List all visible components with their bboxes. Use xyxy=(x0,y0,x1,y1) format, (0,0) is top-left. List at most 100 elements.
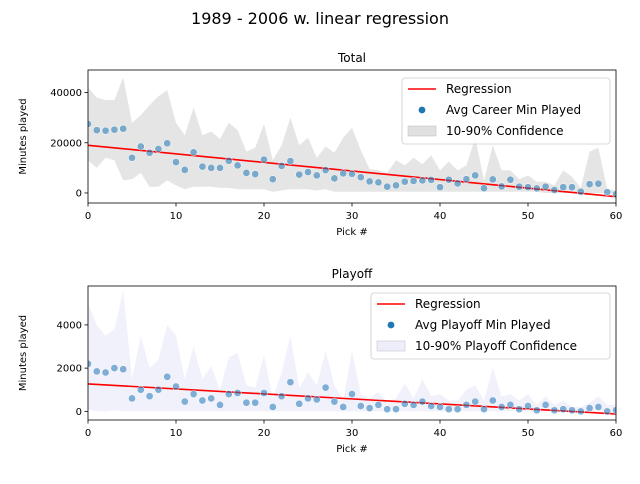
playoff-legend-band-swatch xyxy=(376,340,406,352)
total-data-point xyxy=(321,166,330,174)
playoff-data-point xyxy=(260,389,268,397)
total-data-point xyxy=(136,142,145,151)
playoff-data-point xyxy=(576,407,585,416)
total-y-axis-label: Minutes played xyxy=(18,98,29,174)
total-x-tick-label: 30 xyxy=(346,211,359,222)
total-data-point xyxy=(559,183,568,192)
playoff-data-point xyxy=(198,396,207,405)
playoff-data-point xyxy=(550,406,559,415)
playoff-x-tick-label: 40 xyxy=(434,428,447,439)
playoff-data-point xyxy=(163,372,172,381)
total-data-point xyxy=(268,175,277,184)
total-data-point xyxy=(216,164,224,172)
playoff-data-point xyxy=(515,405,524,414)
playoff-data-point xyxy=(541,401,550,409)
total-plot-area xyxy=(88,77,616,199)
playoff-data-point xyxy=(128,394,136,403)
playoff-chart-title: Playoff xyxy=(332,267,373,281)
total-data-point xyxy=(198,162,207,171)
total-legend-band-label: 10-90% Confidence xyxy=(446,124,564,138)
total-data-point xyxy=(233,161,242,170)
total-data-point xyxy=(612,190,616,199)
playoff-data-point xyxy=(251,398,260,407)
playoff-confidence-band xyxy=(88,290,616,412)
playoff-legend-points-label: Avg Playoff Min Played xyxy=(415,318,551,332)
playoff-chart-panel: 0 10 20 30 40 50 60 0 2000 4000 Playoff Pick # Minut… xyxy=(18,267,622,455)
total-data-point xyxy=(251,170,260,178)
playoff-data-point xyxy=(436,403,444,411)
total-data-point xyxy=(576,187,585,196)
playoff-y-tick-label: 2000 xyxy=(57,364,82,375)
playoff-data-point xyxy=(348,390,356,398)
total-data-point xyxy=(436,183,444,192)
total-data-point xyxy=(418,176,427,185)
playoff-data-point xyxy=(568,406,576,415)
playoff-data-point xyxy=(488,396,497,405)
total-x-tick-label: 0 xyxy=(85,211,91,222)
total-data-point xyxy=(128,153,136,162)
playoff-data-point xyxy=(383,405,392,414)
total-legend: Regression Avg Career Min Played 10-90% Co… xyxy=(401,77,611,145)
total-legend-box xyxy=(401,77,611,145)
total-data-point xyxy=(568,183,576,192)
total-x-tick-label: 10 xyxy=(170,211,183,222)
total-data-point xyxy=(585,180,594,189)
total-data-point xyxy=(409,177,418,185)
total-x-axis-label: Pick # xyxy=(336,227,367,238)
playoff-data-point xyxy=(594,403,603,411)
total-chart-panel: 0 10 20 30 40 50 60 0 20000 40000 Total Pick # Minut… xyxy=(18,51,622,238)
playoff-data-point xyxy=(480,405,488,414)
playoff-data-point xyxy=(444,405,453,414)
total-x-tick-label: 40 xyxy=(434,211,447,222)
total-data-point xyxy=(286,157,295,165)
total-data-point xyxy=(207,164,216,172)
playoff-data-point xyxy=(497,403,506,411)
total-data-point xyxy=(154,145,163,153)
total-data-point xyxy=(383,182,392,191)
playoff-data-point xyxy=(277,392,286,401)
playoff-data-point xyxy=(374,401,383,409)
figure-title: 1989 - 2006 w. linear regression xyxy=(191,9,449,28)
total-data-point xyxy=(462,175,471,184)
playoff-data-point xyxy=(233,389,242,397)
playoff-y-tick-label: 0 xyxy=(76,407,82,418)
total-x-tick-label: 50 xyxy=(522,211,535,222)
total-data-point xyxy=(145,148,154,157)
total-legend-regression-label: Regression xyxy=(446,82,512,96)
total-chart-title: Total xyxy=(337,51,366,65)
playoff-data-point xyxy=(418,397,427,406)
playoff-legend-band-label: 10-90% Playoff Confidence xyxy=(415,339,577,353)
playoff-data-point xyxy=(101,368,110,377)
playoff-data-point xyxy=(295,399,304,408)
playoff-y-axis-label: Minutes played xyxy=(18,315,29,391)
playoff-x-tick-label: 0 xyxy=(85,428,91,439)
playoff-data-point xyxy=(216,401,224,409)
total-data-point xyxy=(541,182,550,191)
playoff-data-point xyxy=(304,394,312,403)
playoff-data-point xyxy=(110,364,119,372)
playoff-y-tick-label: 4000 xyxy=(57,321,82,332)
playoff-x-tick-label: 20 xyxy=(258,428,271,439)
playoff-data-point xyxy=(356,402,365,410)
playoff-data-point xyxy=(119,365,128,374)
playoff-data-point xyxy=(524,402,532,410)
playoff-legend-regression-label: Regression xyxy=(415,297,481,311)
total-data-point xyxy=(172,158,180,166)
total-legend-band-swatch xyxy=(407,125,437,137)
total-data-point xyxy=(532,184,541,193)
playoff-data-point xyxy=(471,397,480,406)
total-data-point xyxy=(163,139,172,148)
total-data-point xyxy=(277,162,286,170)
total-data-point xyxy=(92,126,101,135)
total-data-point xyxy=(603,188,612,197)
playoff-legend: Regression Avg Playoff Min Played 10-90% P… xyxy=(370,292,611,360)
playoff-data-point xyxy=(136,385,145,394)
playoff-data-point xyxy=(154,385,163,394)
playoff-data-point xyxy=(427,402,436,410)
playoff-x-tick-label: 30 xyxy=(346,428,359,439)
total-data-point xyxy=(524,183,532,192)
total-data-point xyxy=(488,175,497,184)
total-data-point xyxy=(427,176,436,184)
total-y-tick-label: 0 xyxy=(76,189,82,200)
playoff-data-point xyxy=(242,398,251,407)
